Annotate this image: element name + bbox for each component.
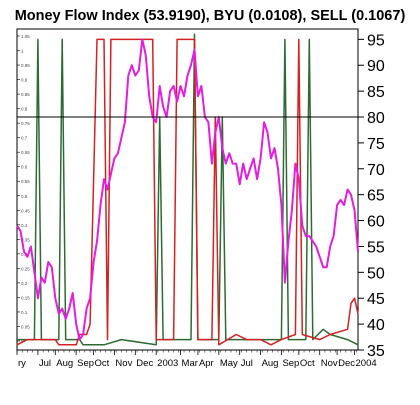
right-axis: 95 90 85 80 75 70 65 60 55 50 45 40 35 xyxy=(358,32,385,360)
series-layer xyxy=(16,33,359,346)
left-tick-label: 0.35 xyxy=(21,237,30,242)
left-tick-label: 0.65 xyxy=(21,150,30,155)
right-tick-label: 75 xyxy=(367,136,385,153)
left-tick-label: 0.05 xyxy=(21,324,30,329)
left-tick-label: 0.95 xyxy=(21,63,30,68)
right-tick-label: 40 xyxy=(367,317,385,334)
left-tick-label: 1.05 xyxy=(21,34,30,39)
x-tick-label: Mar xyxy=(182,358,198,369)
right-tick-label: 85 xyxy=(367,84,385,101)
x-tick-label: Jul xyxy=(241,358,253,369)
left-tick-label: 0.9 xyxy=(21,78,28,83)
right-tick-label: 45 xyxy=(367,291,385,308)
series-line-money-flow-index xyxy=(16,38,359,341)
left-tick-label: 0.15 xyxy=(21,295,30,300)
right-tick-label: 60 xyxy=(367,214,385,231)
right-tick-label: 90 xyxy=(367,58,385,75)
x-tick-label: ry xyxy=(18,358,26,369)
x-tick-label: Aug xyxy=(262,358,279,369)
chart-title: Money Flow Index (53.9190), BYU (0.0108)… xyxy=(15,8,406,24)
x-tick-label: Jul xyxy=(39,358,51,369)
right-tick-label: 80 xyxy=(367,110,385,127)
x-tick-label: Apr xyxy=(199,358,214,369)
left-axis: 1.05 1 0.95 0.9 0.85 0.8 0.75 0.7 0.65 0.6 0.55 0.5… xyxy=(17,34,30,344)
x-tick-label: 2003 xyxy=(157,358,178,369)
right-tick-label: 35 xyxy=(367,343,385,360)
plot-frame xyxy=(16,28,359,351)
right-tick-label: 55 xyxy=(367,239,385,256)
left-tick-label: 0.7 xyxy=(21,136,28,141)
plot-border xyxy=(16,28,359,351)
x-tick-label: May xyxy=(220,358,238,369)
x-tick-label: Oct xyxy=(95,358,110,369)
right-tick-label: 70 xyxy=(367,162,385,179)
x-tick-label: 2004 xyxy=(356,358,377,369)
left-tick-label: 0.1 xyxy=(21,310,28,315)
x-tick-label: Nov xyxy=(115,358,132,369)
left-tick-label: 0.75 xyxy=(21,121,30,126)
left-tick-label: 0.55 xyxy=(21,179,30,184)
x-axis: ry Jul Aug Sep Oct Nov Dec 2003 Mar Apr May Jul Aug S… xyxy=(16,350,377,369)
left-tick-label: 0.8 xyxy=(21,107,28,112)
right-tick-label: 95 xyxy=(367,32,385,49)
left-tick-label: 0.4 xyxy=(21,223,28,228)
series-line-byu xyxy=(17,33,359,346)
left-tick-label: 0.6 xyxy=(21,165,28,170)
x-tick-label: Dec xyxy=(136,358,153,369)
left-tick-label: 0.2 xyxy=(21,281,28,286)
left-tick-label: 0.3 xyxy=(21,252,28,257)
left-tick-label: 0.25 xyxy=(21,266,30,271)
x-tick-label: Sep xyxy=(77,358,94,369)
right-tick-label: 50 xyxy=(367,265,385,282)
x-tick-label: Oct xyxy=(300,358,315,369)
x-tick-label: Aug xyxy=(56,358,73,369)
right-tick-label: 65 xyxy=(367,188,385,205)
x-tick-label: Dec xyxy=(338,358,355,369)
x-tick-label: Nov xyxy=(321,358,338,369)
x-tick-label: Sep xyxy=(282,358,299,369)
left-tick-label: 0.5 xyxy=(21,194,28,199)
left-tick-label: 0.85 xyxy=(21,92,30,97)
left-tick-label: 1 xyxy=(21,49,24,54)
left-tick-label: 0.45 xyxy=(21,208,30,213)
